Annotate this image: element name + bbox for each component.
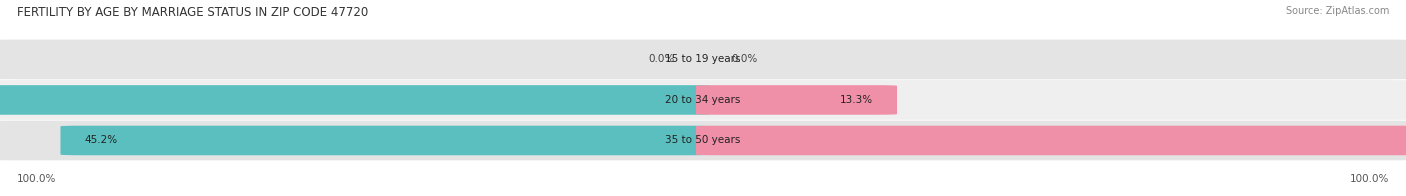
FancyBboxPatch shape [0,85,710,115]
Text: 0.0%: 0.0% [648,54,675,64]
Text: 13.3%: 13.3% [839,95,873,105]
Text: 15 to 19 years: 15 to 19 years [665,54,741,64]
Text: 45.2%: 45.2% [84,135,118,145]
FancyBboxPatch shape [696,126,1406,155]
FancyBboxPatch shape [60,126,710,155]
Text: 35 to 50 years: 35 to 50 years [665,135,741,145]
Text: 100.0%: 100.0% [1350,174,1389,184]
FancyBboxPatch shape [0,121,1406,160]
Text: 20 to 34 years: 20 to 34 years [665,95,741,105]
Text: 100.0%: 100.0% [17,174,56,184]
Text: 0.0%: 0.0% [731,54,758,64]
FancyBboxPatch shape [0,80,1406,120]
Text: Source: ZipAtlas.com: Source: ZipAtlas.com [1285,6,1389,16]
Text: FERTILITY BY AGE BY MARRIAGE STATUS IN ZIP CODE 47720: FERTILITY BY AGE BY MARRIAGE STATUS IN Z… [17,6,368,19]
FancyBboxPatch shape [696,85,897,115]
FancyBboxPatch shape [0,40,1406,79]
